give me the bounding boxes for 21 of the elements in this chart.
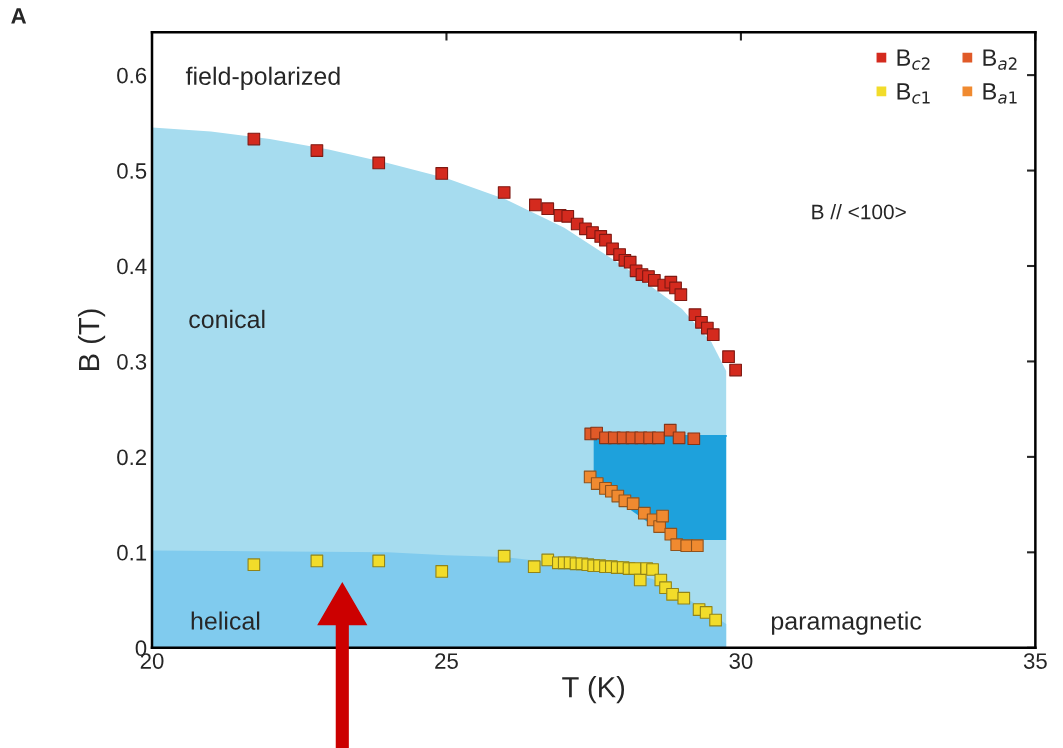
y-tick-label: 0.2	[117, 449, 147, 466]
x-tick-label: 25	[435, 653, 458, 669]
y-tick-label: 0.1	[117, 544, 147, 561]
legend-label: B$_{c1}$	[897, 83, 930, 104]
y-tick-label: 0.6	[117, 67, 147, 84]
text: A	[11, 8, 27, 24]
annotation: B // <100>	[812, 204, 906, 220]
legend-label: B$_{c2}$	[897, 49, 930, 70]
y-tick-label: 0.3	[117, 353, 147, 370]
annotation: helical	[191, 611, 260, 630]
y-tick-label: 0.5	[117, 163, 147, 179]
annotation: field-polarized	[185, 66, 340, 90]
legend-label: B$_{a2}$	[983, 49, 1017, 70]
x-axis-title: T (K)	[562, 676, 625, 704]
y-tick-label: 0.4	[117, 258, 147, 275]
legend-label: B$_{a1}$	[983, 83, 1017, 104]
annotation: conical	[189, 309, 265, 329]
annotation: paramagnetic	[771, 611, 922, 635]
x-tick-label: 30	[729, 653, 753, 669]
y-axis-title: B (T)	[77, 309, 106, 370]
x-tick-label: 35	[1023, 653, 1047, 669]
